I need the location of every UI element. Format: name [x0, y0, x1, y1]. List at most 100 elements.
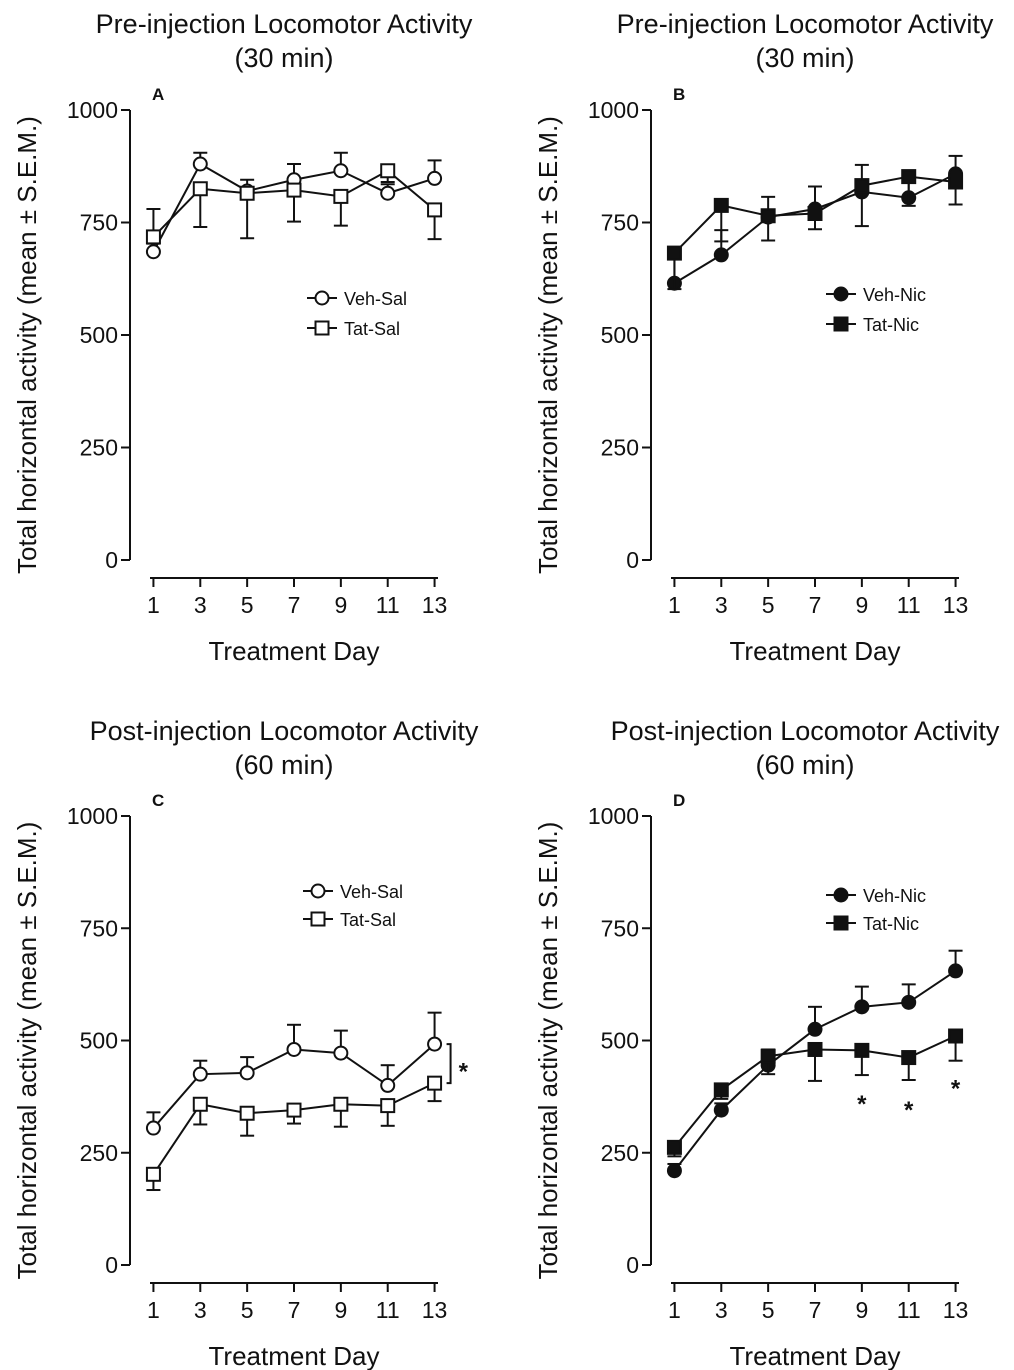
legend-marker: [833, 286, 849, 302]
data-point: [145, 229, 161, 245]
series-tat-sal: [145, 1075, 443, 1192]
y-tick-label: 500: [80, 322, 118, 348]
x-tick-label: 5: [762, 592, 775, 618]
y-tick-label: 1000: [588, 803, 639, 829]
data-point: [145, 244, 161, 260]
panel-d-title-line-2: (60 min): [755, 750, 854, 780]
data-point: [713, 1102, 729, 1118]
x-tick-label: 13: [422, 592, 448, 618]
data-point: [286, 1102, 302, 1118]
x-tick-label: 11: [376, 1297, 400, 1323]
data-point: [333, 1045, 349, 1061]
panel-a-letter: A: [152, 85, 164, 104]
x-tick-label: 9: [334, 592, 347, 618]
legend-label: Veh-Nic: [863, 886, 926, 906]
y-axis-label: Total horizontal activity (mean ± S.E.M.…: [533, 822, 563, 1280]
data-point: [239, 185, 255, 201]
legend-label: Tat-Nic: [863, 914, 919, 934]
data-point: [192, 1066, 208, 1082]
y-tick-label: 1000: [67, 97, 118, 123]
x-tick-label: 11: [897, 1297, 921, 1323]
x-tick-label: 7: [288, 1297, 301, 1323]
legend-label: Veh-Sal: [344, 289, 407, 309]
data-point: [192, 181, 208, 197]
x-tick-label: 3: [715, 592, 728, 618]
y-tick-label: 250: [80, 435, 118, 461]
data-point: [427, 202, 443, 218]
y-axis-label: Total horizontal activity (mean ± S.E.M.…: [12, 822, 42, 1280]
data-point: [380, 185, 396, 201]
x-tick-label: 9: [855, 592, 868, 618]
y-tick-label: 500: [601, 1028, 639, 1054]
x-tick-label: 7: [288, 592, 301, 618]
x-tick-label: 3: [194, 1297, 207, 1323]
panel-a: Pre-injection Locomotor Activity (30 min)…: [12, 9, 473, 666]
data-point: [807, 206, 823, 221]
legend-marker: [310, 911, 326, 927]
legend-marker: [314, 290, 330, 306]
panel-c: Post-injection Locomotor Activity (60 min…: [12, 716, 479, 1370]
legend-label: Tat-Sal: [340, 910, 396, 930]
legend-marker: [310, 883, 326, 899]
x-tick-label: 13: [943, 1297, 969, 1323]
legend-marker: [314, 320, 330, 336]
data-point: [427, 170, 443, 186]
data-point: [427, 1075, 443, 1091]
y-tick-label: 250: [601, 435, 639, 461]
data-point: [380, 1077, 396, 1093]
y-tick-label: 750: [601, 915, 639, 941]
y-axis-label: Total horizontal activity (mean ± S.E.M.…: [533, 116, 563, 574]
data-point: [333, 163, 349, 179]
legend-item-tat-nic: Tat-Nic: [826, 315, 919, 335]
data-point: [901, 994, 917, 1010]
panel-d-title-line-1: Post-injection Locomotor Activity: [611, 716, 1000, 746]
significance-star: *: [951, 1075, 961, 1102]
data-point: [807, 1041, 823, 1057]
y-tick-label: 500: [601, 322, 639, 348]
y-tick-label: 250: [80, 1140, 118, 1166]
x-axis-label: Treatment Day: [209, 1341, 380, 1370]
data-point: [901, 1050, 917, 1066]
data-point: [286, 182, 302, 198]
legend-item-tat-sal: Tat-Sal: [303, 910, 396, 930]
x-tick-label: 11: [376, 592, 400, 618]
legend-item-veh-nic: Veh-Nic: [826, 285, 926, 305]
x-tick-label: 5: [241, 1297, 254, 1323]
y-axis-label: Total horizontal activity (mean ± S.E.M.…: [12, 116, 42, 574]
panel-d: Post-injection Locomotor Activity (60 min…: [533, 716, 1000, 1370]
data-point: [901, 169, 917, 185]
significance-star: *: [857, 1091, 867, 1118]
x-tick-label: 11: [897, 592, 921, 618]
x-tick-label: 13: [422, 1297, 448, 1323]
significance-star: *: [459, 1059, 469, 1086]
y-tick-label: 750: [80, 210, 118, 236]
data-point: [427, 1036, 443, 1052]
series-veh-sal: [145, 1011, 443, 1136]
legend-label: Veh-Sal: [340, 882, 403, 902]
y-tick-label: 0: [105, 1252, 118, 1278]
x-tick-label: 1: [147, 592, 160, 618]
legend-item-tat-nic: Tat-Nic: [826, 914, 919, 934]
data-point: [713, 1082, 729, 1098]
legend-item-veh-sal: Veh-Sal: [307, 289, 407, 309]
data-point: [948, 1028, 964, 1044]
legend-item-tat-sal: Tat-Sal: [307, 319, 400, 339]
series-tat-nic: [666, 169, 964, 291]
y-tick-label: 1000: [67, 803, 118, 829]
data-point: [333, 1096, 349, 1112]
data-point: [239, 1105, 255, 1121]
data-point: [145, 1166, 161, 1182]
data-point: [713, 247, 729, 263]
data-point: [333, 188, 349, 204]
x-axis-label: Treatment Day: [730, 1341, 901, 1370]
x-tick-label: 1: [147, 1297, 160, 1323]
legend-item-veh-sal: Veh-Sal: [303, 882, 403, 902]
y-tick-label: 750: [80, 915, 118, 941]
panel-c-title-line-1: Post-injection Locomotor Activity: [90, 716, 479, 746]
significance-star: *: [904, 1097, 914, 1124]
x-axis-label: Treatment Day: [730, 636, 901, 666]
data-point: [760, 1048, 776, 1064]
y-tick-label: 250: [601, 1140, 639, 1166]
x-tick-label: 1: [668, 1297, 681, 1323]
